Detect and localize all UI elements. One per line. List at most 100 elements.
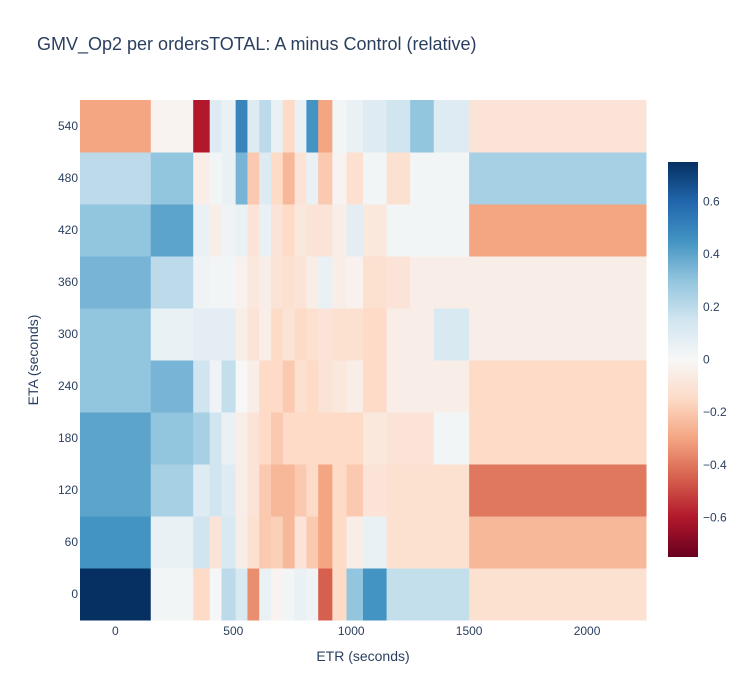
heatmap-cell [294,100,307,153]
heatmap-cell [193,360,211,413]
heatmap-cell [539,464,647,517]
y-tick-label: 420 [58,223,78,237]
heatmap-cell [332,412,347,465]
heatmap-cell [318,568,333,621]
colorbar-tick-label: 0.6 [703,195,720,209]
heatmap-cell [363,516,388,569]
y-tick-label: 360 [58,275,78,289]
heatmap-cell [271,308,284,361]
heatmap-cell [221,568,237,621]
heatmap-cell [209,412,222,465]
heatmap-cell [80,152,152,205]
heatmap-cell [193,100,211,153]
heatmap-cell [235,100,248,153]
heatmap-cell [410,412,435,465]
heatmap-cell [306,360,319,413]
heatmap-cell [235,568,248,621]
heatmap-cell [386,568,411,621]
heatmap-cell [386,360,411,413]
heatmap-cell [235,204,248,257]
heatmap-cell [247,308,260,361]
x-axis-ticks: 0 500 1000 1500 2000 [112,624,601,638]
heatmap-cell [221,308,237,361]
heatmap-cell [271,568,284,621]
heatmap-cell [150,152,194,205]
heatmap-cell [221,204,237,257]
heatmap-cell [318,464,333,517]
heatmap-cell [433,308,470,361]
heatmap-cell [386,152,411,205]
heatmap-cell [410,100,435,153]
colorbar-tick-label: −0.4 [703,458,727,472]
y-axis-ticks: 0 60 120 180 240 300 360 420 480 540 [58,119,78,601]
colorbar-tick-label: 0 [703,353,710,367]
heatmap-cell [306,516,319,569]
heatmap-cell [539,152,647,205]
heatmap-cell [318,360,333,413]
heatmap-cell [259,516,272,569]
heatmap-cell [410,516,435,569]
heatmap-cell [247,412,260,465]
heatmap-cell [346,412,364,465]
heatmap-cell [282,256,296,309]
x-tick-label: 500 [223,624,243,638]
heatmap-cell [247,516,260,569]
heatmap-cell [247,464,260,517]
heatmap-cell [247,204,260,257]
heatmap-cell [271,152,284,205]
heatmap-cell [410,152,435,205]
heatmap-cell [282,360,296,413]
heatmap-cell [469,204,541,257]
heatmap-cell [539,568,647,621]
heatmap-cell [410,308,435,361]
x-tick-label: 1500 [456,624,483,638]
heatmap-cell [346,464,364,517]
heatmap-cell [209,308,222,361]
heatmap-cell [193,308,211,361]
heatmap-cell [469,256,541,309]
heatmap-cell [318,308,333,361]
heatmap-cell [247,100,260,153]
colorbar-tick-label: 0.4 [703,247,720,261]
heatmap-cell [235,256,248,309]
x-axis-title: ETR (seconds) [316,648,409,664]
heatmap-cell [386,308,411,361]
heatmap-cell [410,256,435,309]
heatmap-cell [209,256,222,309]
heatmap-cell [539,308,647,361]
heatmap-cell [235,516,248,569]
heatmap-cell [346,100,364,153]
colorbar-tick-label: −0.6 [703,511,727,525]
heatmap-cell [80,100,152,153]
heatmap-cell [150,568,194,621]
heatmap-cell [282,516,296,569]
heatmap-cell [346,360,364,413]
heatmap-cell [469,100,541,153]
heatmap-cell [80,204,152,257]
heatmap-cell [469,308,541,361]
heatmap-cell [271,464,284,517]
heatmap-cell [318,100,333,153]
heatmap-cell [539,412,647,465]
colorbar-tick-label: −0.2 [703,405,727,419]
heatmap-cell [259,412,272,465]
heatmap-cell [306,412,319,465]
y-tick-label: 0 [71,587,78,601]
heatmap-cell [332,360,347,413]
heatmap-cell [294,152,307,205]
heatmap-cell [235,464,248,517]
heatmap-cell [306,464,319,517]
heatmap-cell [271,360,284,413]
heatmap-cell [346,568,364,621]
heatmap-cell [221,100,237,153]
heatmap-cell [469,360,541,413]
heatmap-cell [346,516,364,569]
heatmap-cell [221,412,237,465]
heatmap-cell [433,256,470,309]
heatmap-cell [306,568,319,621]
heatmap-cell [410,204,435,257]
heatmap-cell [294,204,307,257]
heatmap-cell [259,568,272,621]
heatmap-cell [271,256,284,309]
